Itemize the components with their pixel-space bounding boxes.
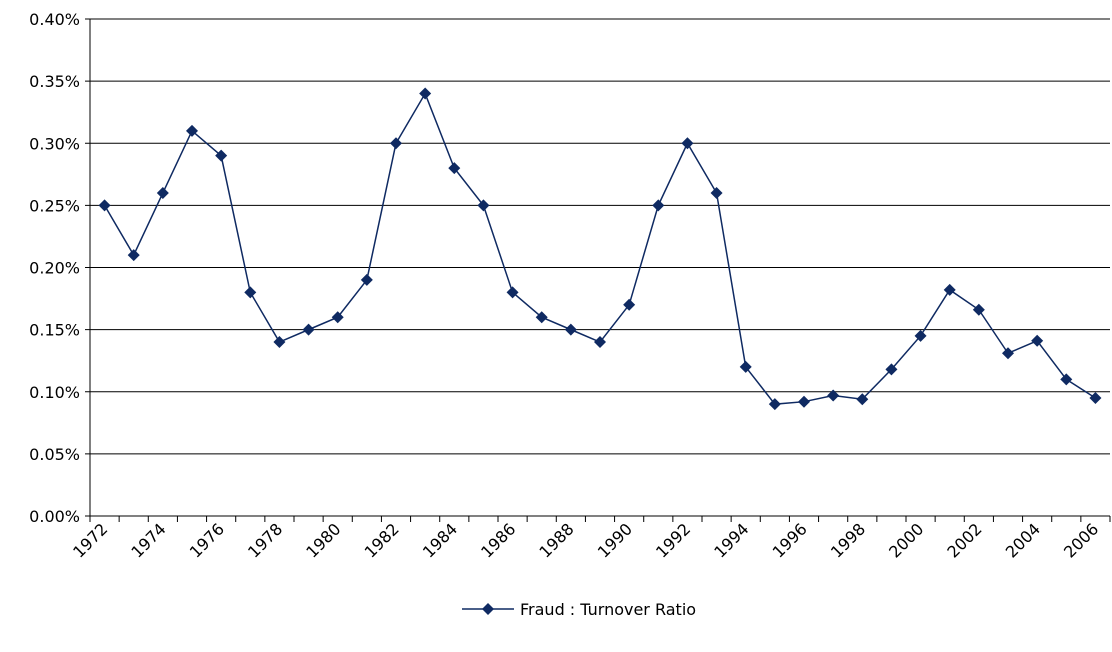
data-point: [215, 149, 228, 162]
data-point: [914, 329, 927, 342]
legend-label: Fraud : Turnover Ratio: [520, 600, 696, 619]
y-tick-label: 0.35%: [29, 72, 80, 91]
x-tick-label: 1978: [244, 519, 286, 561]
data-point: [739, 360, 752, 373]
data-point: [885, 363, 898, 376]
x-tick-label: 1986: [477, 519, 519, 561]
data-point: [506, 286, 519, 299]
x-tick-label: 1990: [594, 519, 636, 561]
x-tick-label: 2004: [1002, 519, 1044, 561]
data-point: [681, 137, 694, 150]
data-point: [448, 162, 461, 175]
data-point: [972, 303, 985, 316]
x-tick-label: 1996: [769, 519, 811, 561]
data-point: [798, 395, 810, 408]
x-tick-label: 1988: [535, 519, 577, 561]
series-line: [103, 91, 1096, 405]
y-tick-label: 0.05%: [29, 445, 80, 464]
data-point: [360, 273, 373, 286]
data-point: [1089, 391, 1102, 404]
data-point: [1060, 373, 1073, 386]
y-tick-label: 0.25%: [29, 196, 80, 215]
data-point: [331, 311, 344, 324]
x-tick-label: 2000: [885, 519, 927, 561]
data-point: [623, 298, 636, 311]
x-tick-label: 2002: [943, 519, 985, 561]
x-tick-label: 1980: [302, 519, 344, 561]
data-point: [98, 199, 111, 212]
x-tick-label: 1984: [419, 519, 461, 561]
data-point: [564, 323, 577, 336]
data-point: [594, 336, 606, 349]
data-point: [419, 87, 432, 100]
data-point: [1031, 334, 1044, 347]
data-point: [768, 398, 781, 411]
data-point: [652, 199, 665, 212]
x-tick-label: 1992: [652, 519, 694, 561]
y-tick-label: 0.40%: [29, 10, 80, 29]
data-point: [856, 393, 869, 406]
y-tick-label: 0.30%: [29, 134, 80, 153]
data-point: [477, 199, 490, 212]
x-tick-label: 1982: [361, 519, 403, 561]
legend-marker: [482, 603, 494, 615]
y-tick-label: 0.15%: [29, 321, 80, 340]
data-point: [1002, 347, 1014, 360]
y-tick-label: 0.00%: [29, 507, 80, 526]
y-tick-label: 0.20%: [29, 259, 80, 278]
data-point: [827, 389, 840, 402]
y-tick-label: 0.10%: [29, 383, 80, 402]
x-tick-label: 2006: [1060, 519, 1102, 561]
x-tick-label: 1998: [827, 519, 869, 561]
data-point: [127, 249, 140, 262]
data-point: [943, 283, 956, 296]
data-point: [390, 137, 402, 150]
data-point: [186, 124, 198, 137]
x-tick-label: 1994: [710, 519, 752, 561]
data-point: [302, 323, 315, 336]
data-point: [710, 186, 723, 199]
data-point: [244, 286, 257, 299]
data-point: [273, 336, 286, 349]
x-tick-label: 1976: [186, 519, 228, 561]
x-tick-label: 1974: [127, 519, 169, 561]
data-point: [535, 311, 548, 324]
data-point: [156, 186, 169, 199]
